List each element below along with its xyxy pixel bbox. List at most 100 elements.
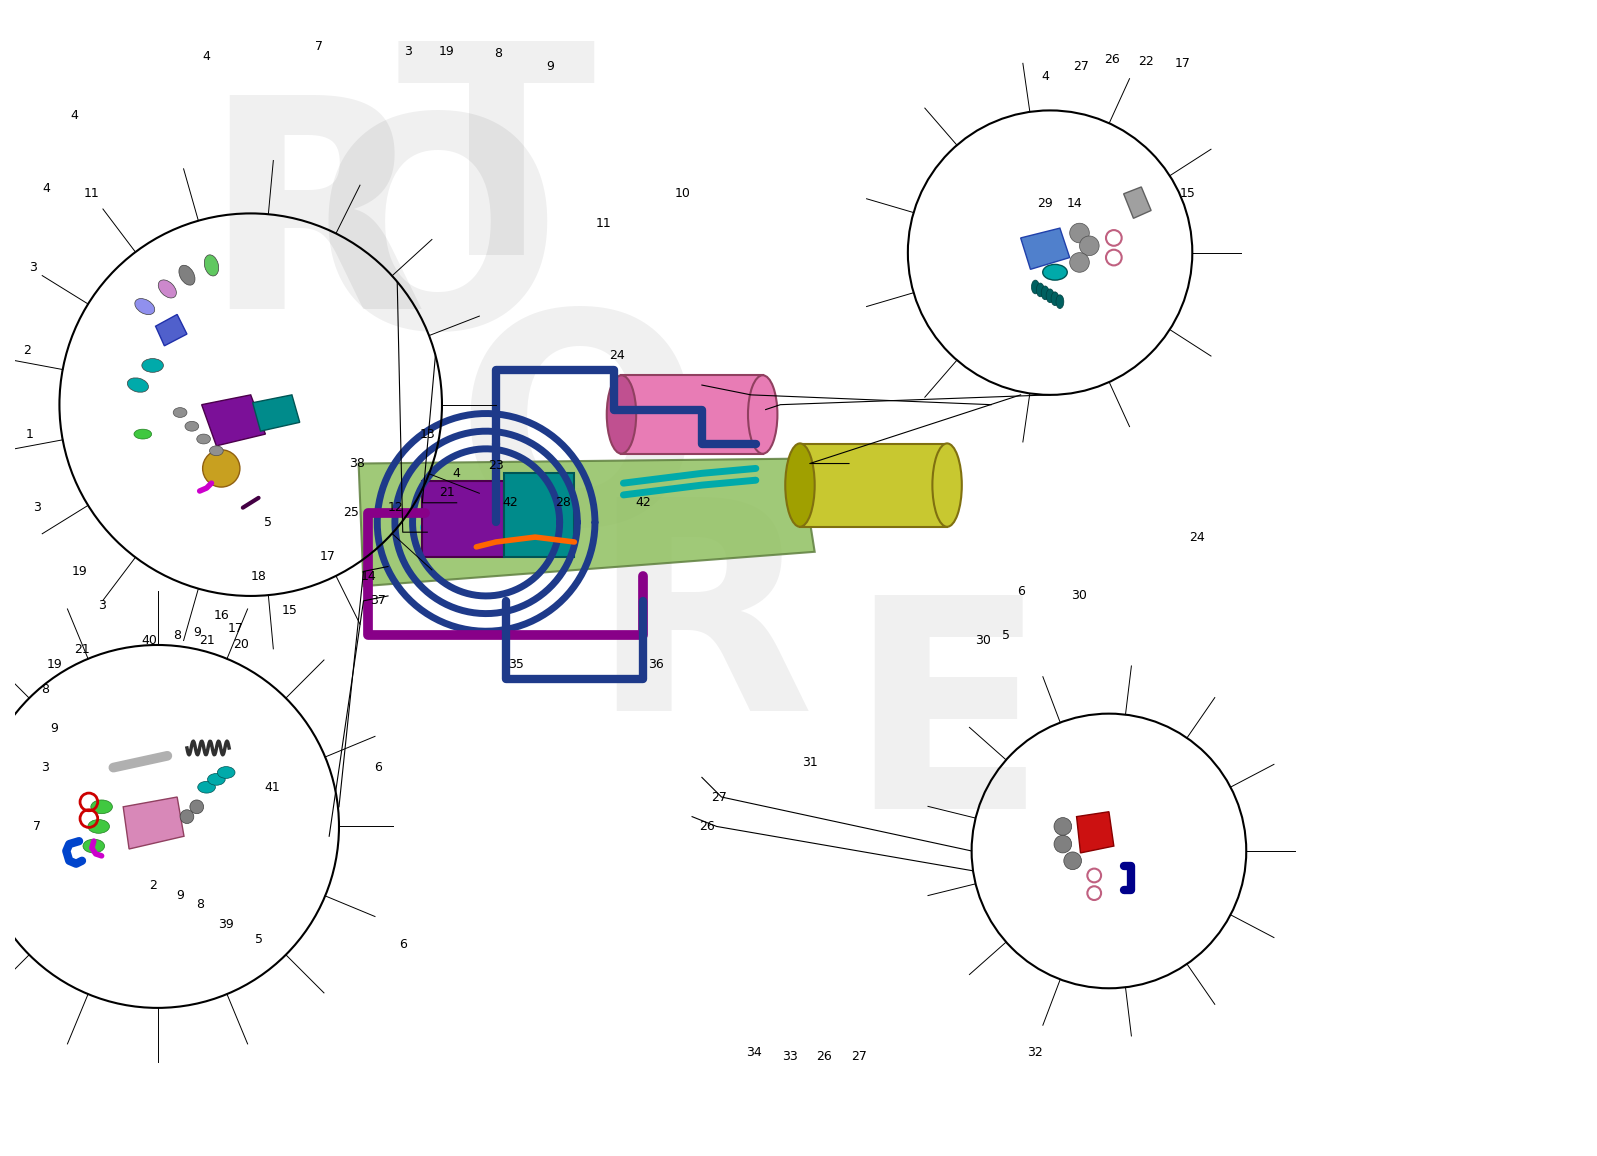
Text: 11: 11 <box>596 216 612 230</box>
Text: 24: 24 <box>1190 531 1206 543</box>
Text: 8: 8 <box>172 629 180 642</box>
Text: 2: 2 <box>149 879 157 891</box>
Text: 3: 3 <box>34 502 42 514</box>
Text: 28: 28 <box>554 496 570 510</box>
Text: 18: 18 <box>251 570 267 583</box>
Polygon shape <box>621 376 763 453</box>
Text: 6: 6 <box>1017 585 1025 598</box>
Polygon shape <box>800 444 947 527</box>
Polygon shape <box>1020 228 1070 269</box>
Ellipse shape <box>208 773 225 785</box>
Text: 27: 27 <box>1073 60 1089 73</box>
Ellipse shape <box>786 444 814 527</box>
Text: 4: 4 <box>452 467 460 480</box>
Ellipse shape <box>88 820 110 833</box>
Text: 7: 7 <box>34 820 42 833</box>
Ellipse shape <box>1043 265 1067 280</box>
Text: 9: 9 <box>51 721 59 735</box>
Text: 14: 14 <box>361 570 377 583</box>
Text: 42: 42 <box>503 496 519 510</box>
Text: 17: 17 <box>1174 57 1190 69</box>
Ellipse shape <box>933 444 961 527</box>
Ellipse shape <box>217 766 235 778</box>
Polygon shape <box>503 473 575 557</box>
Text: 33: 33 <box>783 1051 798 1064</box>
Text: 5: 5 <box>1001 629 1009 642</box>
Text: 3: 3 <box>29 261 37 274</box>
Text: 3: 3 <box>42 761 48 775</box>
Text: 19: 19 <box>46 658 62 672</box>
Ellipse shape <box>128 378 149 392</box>
Text: 26: 26 <box>699 820 715 833</box>
Text: 26: 26 <box>816 1051 832 1064</box>
Ellipse shape <box>83 839 104 853</box>
Polygon shape <box>252 395 300 431</box>
Text: 8: 8 <box>493 47 501 60</box>
Text: 21: 21 <box>439 487 455 499</box>
Ellipse shape <box>1051 291 1059 305</box>
Text: 11: 11 <box>85 187 99 200</box>
Text: 19: 19 <box>439 45 455 58</box>
Text: 2: 2 <box>22 344 30 357</box>
Text: 22: 22 <box>1139 54 1155 68</box>
Text: 10: 10 <box>674 187 690 200</box>
Text: 8: 8 <box>42 683 50 696</box>
Ellipse shape <box>1046 289 1054 303</box>
Ellipse shape <box>747 376 778 453</box>
Text: 5: 5 <box>254 933 262 946</box>
Circle shape <box>180 809 193 823</box>
Text: 40: 40 <box>142 633 158 646</box>
Text: 42: 42 <box>636 496 652 510</box>
Text: 17: 17 <box>228 622 244 635</box>
Text: E: E <box>848 587 1046 869</box>
Polygon shape <box>422 481 503 557</box>
Text: 31: 31 <box>802 756 818 769</box>
Text: 37: 37 <box>371 594 386 607</box>
Text: 15: 15 <box>1180 187 1195 200</box>
Text: 9: 9 <box>193 625 201 639</box>
Text: 35: 35 <box>508 658 524 672</box>
Text: 7: 7 <box>315 40 323 53</box>
Text: 21: 21 <box>198 633 214 646</box>
Text: 29: 29 <box>1038 198 1052 210</box>
Ellipse shape <box>196 435 211 444</box>
Text: T: T <box>396 32 596 316</box>
Text: 1: 1 <box>26 428 34 440</box>
Ellipse shape <box>203 450 240 487</box>
Ellipse shape <box>172 408 187 417</box>
Text: 34: 34 <box>746 1045 762 1059</box>
Text: 4: 4 <box>43 183 51 195</box>
Text: R: R <box>589 489 814 772</box>
Text: 9: 9 <box>546 60 554 73</box>
Ellipse shape <box>607 376 636 453</box>
Text: 16: 16 <box>214 609 228 622</box>
Text: 9: 9 <box>176 889 184 902</box>
Text: 38: 38 <box>348 457 364 470</box>
Text: 39: 39 <box>219 918 235 931</box>
Ellipse shape <box>134 298 155 314</box>
Text: 30: 30 <box>1072 590 1088 602</box>
Ellipse shape <box>1036 283 1044 297</box>
Text: 24: 24 <box>608 349 624 362</box>
Text: 3: 3 <box>97 599 105 613</box>
Polygon shape <box>359 459 814 586</box>
Text: 15: 15 <box>283 605 299 617</box>
Text: 32: 32 <box>1027 1045 1043 1059</box>
Polygon shape <box>1124 187 1151 218</box>
Ellipse shape <box>179 265 195 286</box>
Ellipse shape <box>1032 280 1040 294</box>
Text: 20: 20 <box>233 638 249 652</box>
Text: 25: 25 <box>343 506 359 519</box>
Text: O: O <box>455 303 703 585</box>
Text: 41: 41 <box>265 780 279 794</box>
Circle shape <box>190 800 204 814</box>
Ellipse shape <box>209 446 224 455</box>
Ellipse shape <box>142 358 163 372</box>
Text: 4: 4 <box>1041 69 1049 82</box>
Circle shape <box>1054 817 1072 836</box>
Text: 4: 4 <box>70 109 78 121</box>
Circle shape <box>1080 236 1099 255</box>
Ellipse shape <box>158 280 176 298</box>
Circle shape <box>1054 836 1072 853</box>
Circle shape <box>1070 223 1089 243</box>
